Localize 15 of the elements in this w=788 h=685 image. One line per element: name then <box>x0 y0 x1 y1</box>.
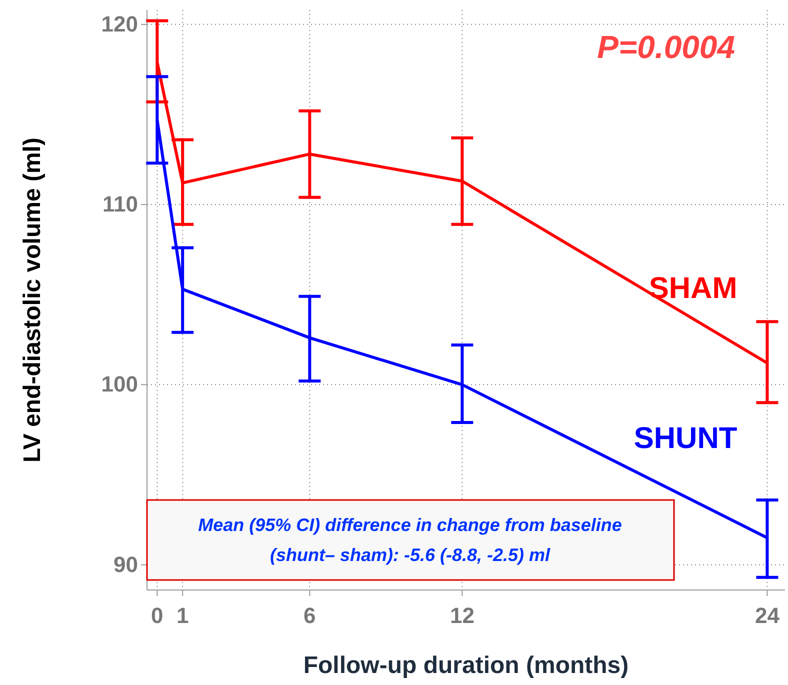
series-label: SHUNT <box>634 422 738 455</box>
x-tick-label: 12 <box>450 603 474 628</box>
x-axis-title: Follow-up duration (months) <box>303 652 629 679</box>
annotation: P=0.0004 <box>597 29 736 65</box>
x-tick-label: 1 <box>176 603 189 628</box>
y-tick-label: 90 <box>114 552 138 577</box>
y-tick-label: 100 <box>101 372 138 397</box>
annotation: Mean (95% CI) difference in change from baseline (shunt– sham): -5.6 (-8.8, -2.5) ml <box>198 515 622 565</box>
series-label: SHAM <box>648 272 738 306</box>
y-tick-label: 120 <box>101 11 138 36</box>
x-tick-label: 6 <box>304 603 316 628</box>
x-tick-label: 0 <box>151 603 164 628</box>
x-tick-label: 24 <box>754 603 780 628</box>
y-tick-label: 110 <box>102 192 138 217</box>
y-axis-title: LV end-diastolic volume (ml) <box>19 138 46 462</box>
